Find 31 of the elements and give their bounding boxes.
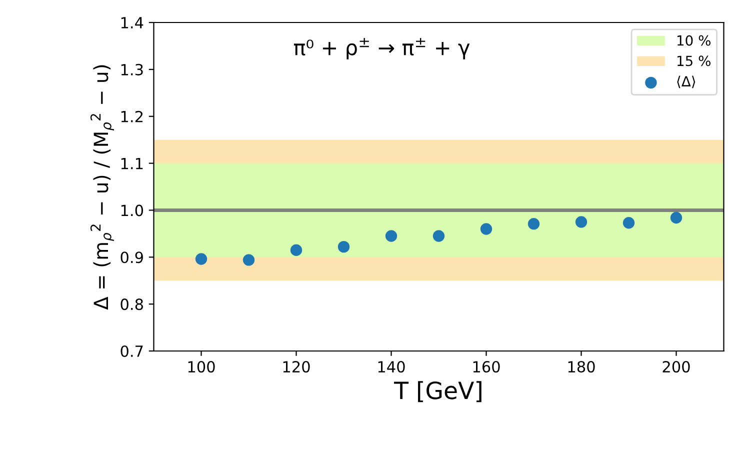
x-axis-title: T [GeV] [394, 381, 482, 402]
y-tick-label: 1.4 [121, 17, 144, 28]
point [290, 244, 302, 256]
y-tick-label: 1.0 [121, 204, 144, 216]
point [670, 212, 682, 224]
y-tick-label: 0.7 [120, 345, 143, 358]
y-tick-label: 1.3 [121, 64, 143, 76]
point [338, 240, 350, 253]
x-tick-label: 140 [378, 360, 405, 373]
x-tick-label: 160 [473, 360, 500, 373]
legend-label: 15 % [677, 56, 710, 66]
x-tick-label: 100 [188, 360, 215, 373]
point [575, 216, 588, 228]
x-tick-label: 180 [568, 360, 595, 373]
point [528, 218, 540, 230]
legend-label: 10 % [677, 35, 710, 46]
point [195, 253, 208, 265]
point [432, 230, 445, 242]
legend-label: ⟨Δ⟩ [677, 76, 696, 88]
y-tick-label: 0.9 [120, 252, 143, 264]
annotation: π⁰ + ρ$^{±}$ → π$^{±}$ + γ [294, 38, 470, 60]
y-tick-label: 1.1 [121, 158, 143, 170]
y-axis-title: Δ = (m$_{ρ}$$^{2}$ − u) / (M$_{ρ}$$^{2}$ − u) [90, 65, 114, 310]
point [242, 254, 255, 266]
point [480, 223, 492, 235]
point [622, 217, 635, 229]
x-tick-label: 200 [662, 360, 690, 373]
point [385, 230, 398, 242]
y-tick-label: 0.8 [120, 298, 143, 310]
x-tick-label: 120 [283, 360, 310, 373]
y-tick-label: 1.2 [121, 110, 142, 122]
